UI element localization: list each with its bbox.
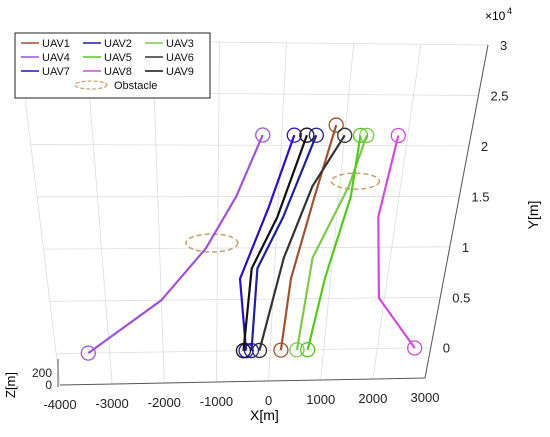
y-tick-label: 2 (481, 139, 488, 154)
x-tick-label: -2000 (148, 395, 181, 410)
x-tick-label: 1000 (306, 392, 335, 407)
y-tick-label: 3 (500, 38, 507, 53)
y-axis-label: Y[m] (525, 201, 541, 230)
legend-label: UAV5 (104, 52, 132, 64)
series-layer (81, 118, 421, 360)
x-tick-label: 2000 (358, 391, 387, 406)
x-tick-label: 3000 (411, 390, 440, 405)
x-axis-line (60, 378, 425, 385)
trajectory-uav4 (88, 135, 262, 353)
y-tick-label: 2.5 (490, 88, 508, 103)
x-axis-label: X[m] (250, 407, 279, 423)
legend-label: UAV2 (104, 38, 132, 50)
y-tick-label: 0.5 (452, 290, 470, 305)
y-tick-labels: 0 0.5 1 1.5 2 2.5 3 (443, 38, 509, 356)
legend-label: UAV7 (42, 66, 70, 78)
trajectory-uav8 (378, 136, 414, 349)
legend-label: Obstacle (114, 80, 157, 92)
grid-line-y (31, 145, 469, 146)
z-tick-label: 0 (45, 378, 52, 392)
legend-label: UAV8 (104, 66, 132, 78)
legend-label: UAV4 (42, 52, 70, 64)
obstacle-ellipse (331, 173, 379, 189)
goal-marker-uav9 (300, 128, 314, 142)
x-tick-label: -1000 (200, 394, 233, 409)
trajectory-uav1 (281, 125, 336, 350)
y-tick-label: 1.5 (471, 189, 489, 204)
y-tick-label: 1 (462, 240, 469, 255)
legend-label: UAV6 (166, 52, 194, 64)
y-multiplier-exponent: 4 (507, 6, 512, 16)
obstacle-layer (186, 173, 380, 252)
y-tick-label: 0 (443, 341, 450, 356)
y-multiplier: ×10 (485, 9, 506, 23)
x-tick-label: 0 (265, 393, 272, 408)
goal-marker-uav4 (256, 128, 270, 142)
z-axis-label: Z[m] (3, 372, 18, 398)
grid-line-y (43, 247, 449, 249)
legend-label: UAV9 (166, 66, 194, 78)
x-tick-label: -4000 (43, 397, 76, 412)
legend-label: UAV3 (166, 38, 194, 50)
x-tick-label: -3000 (96, 396, 129, 411)
legend-label: UAV1 (42, 38, 70, 50)
z-tick-label: 200 (32, 366, 52, 380)
x-tick-labels: -4000 -3000 -2000 -1000 0 1000 2000 3000 (43, 390, 439, 412)
legend: UAV1 UAV2 UAV3 UAV4 UAV5 UAV6 UAV7 UAV8 UAV9 Obst… (15, 33, 210, 98)
grid-line-x (216, 42, 219, 382)
